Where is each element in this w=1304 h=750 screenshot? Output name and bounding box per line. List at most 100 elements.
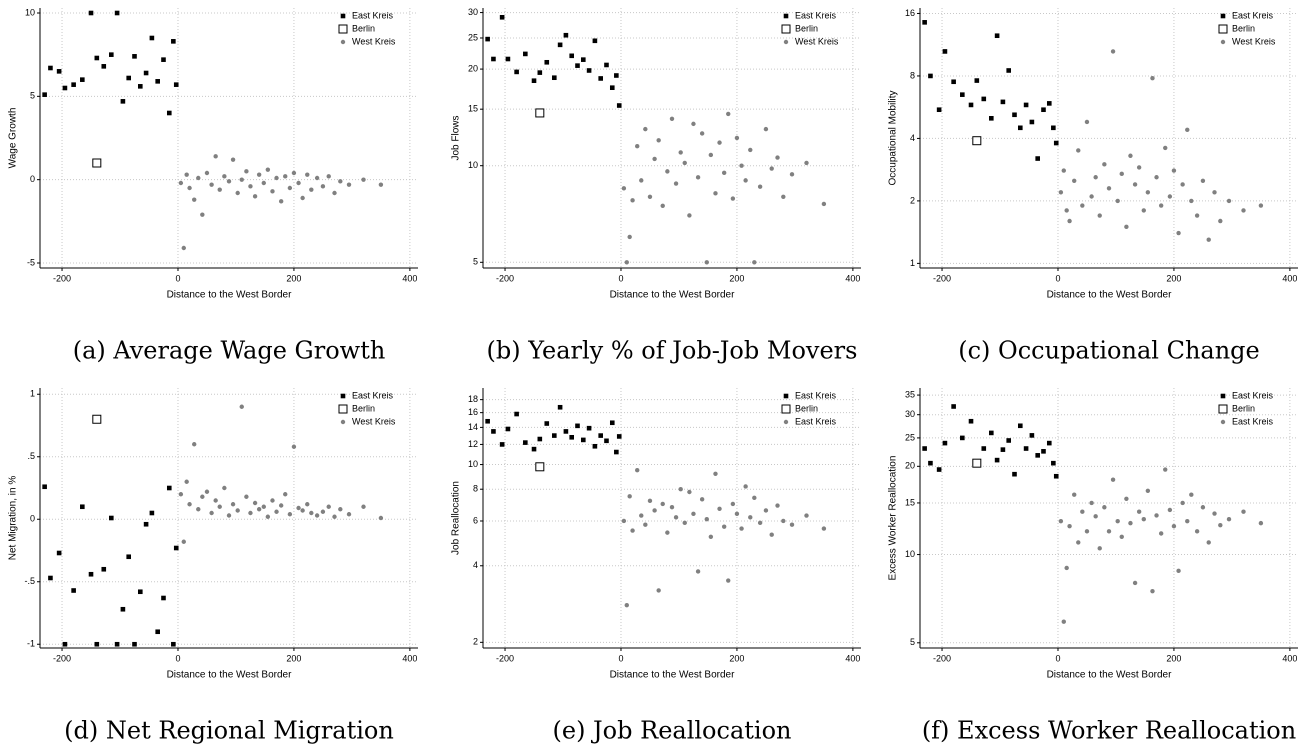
- x-tick-label: 400: [402, 653, 417, 663]
- point: [1124, 224, 1129, 230]
- point: [789, 172, 795, 177]
- point: [972, 136, 982, 146]
- point: [713, 471, 718, 476]
- point: [252, 500, 258, 506]
- point: [739, 163, 744, 168]
- point: [656, 588, 661, 593]
- point: [1064, 208, 1069, 213]
- point: [743, 484, 748, 489]
- point: [230, 157, 236, 162]
- point: [730, 196, 736, 201]
- point: [942, 49, 948, 54]
- y-tick-label: 1: [910, 258, 915, 268]
- point: [314, 175, 320, 181]
- point: [726, 111, 731, 117]
- point: [951, 79, 956, 85]
- point: [763, 126, 769, 132]
- point: [936, 107, 942, 113]
- point: [821, 526, 827, 531]
- point: [989, 430, 994, 436]
- point: [222, 174, 227, 179]
- point: [62, 641, 68, 647]
- x-tick-label: 0: [1055, 653, 1060, 663]
- point: [235, 190, 240, 196]
- point: [1212, 190, 1217, 195]
- x-tick-label: 400: [1282, 273, 1297, 283]
- point: [1115, 518, 1120, 524]
- y-tick-label: 0: [30, 514, 35, 524]
- point: [726, 578, 731, 583]
- point: [652, 156, 657, 162]
- point: [531, 446, 537, 452]
- point: [1110, 49, 1116, 54]
- point: [239, 404, 244, 409]
- point: [1053, 473, 1059, 479]
- point: [71, 82, 76, 87]
- point: [763, 508, 769, 513]
- point: [1093, 175, 1098, 180]
- point: [1017, 125, 1023, 131]
- point: [1072, 492, 1077, 497]
- y-tick-label: 20: [468, 63, 478, 73]
- point: [537, 70, 543, 75]
- point: [757, 184, 763, 189]
- point: [557, 42, 563, 48]
- point: [687, 213, 692, 218]
- caption: (a) Average Wage Growth: [73, 337, 386, 365]
- point: [1136, 509, 1142, 514]
- x-axis-label: Distance to the West Border: [610, 670, 736, 681]
- point: [586, 425, 592, 431]
- point: [704, 516, 709, 522]
- point: [1053, 140, 1059, 146]
- point: [621, 186, 627, 191]
- point: [708, 152, 714, 158]
- caption: (b) Yearly % of Job-Job Movers: [487, 337, 858, 365]
- point: [804, 160, 809, 166]
- y-tick-label: 25: [905, 432, 915, 442]
- point: [1163, 145, 1168, 151]
- point: [994, 33, 1000, 39]
- x-tick-label: 200: [286, 273, 301, 283]
- point: [989, 116, 994, 121]
- point: [1080, 509, 1085, 514]
- x-tick-label: 400: [1282, 653, 1297, 663]
- point: [126, 75, 132, 81]
- point: [604, 62, 609, 68]
- y-tick-label: 4: [473, 560, 478, 570]
- point: [928, 73, 933, 79]
- point: [1180, 182, 1185, 187]
- point: [320, 184, 326, 189]
- point: [155, 629, 160, 635]
- point: [1145, 488, 1151, 494]
- point: [1141, 208, 1146, 213]
- point: [226, 179, 232, 184]
- point: [569, 53, 575, 59]
- point: [71, 588, 76, 593]
- point: [1067, 523, 1072, 529]
- point: [717, 140, 722, 145]
- point: [1200, 178, 1206, 183]
- x-tick-label: 200: [729, 273, 744, 283]
- point: [184, 479, 189, 484]
- point: [569, 434, 575, 440]
- point: [614, 73, 619, 78]
- point: [1150, 76, 1155, 81]
- point: [1194, 213, 1200, 218]
- y-tick-label: 30: [905, 409, 915, 419]
- legend-label: East Kreis: [795, 390, 837, 400]
- x-tick-label: 200: [729, 653, 744, 663]
- point: [1029, 119, 1035, 125]
- point: [114, 10, 120, 16]
- point: [137, 84, 143, 89]
- point: [256, 172, 262, 177]
- point: [1076, 148, 1081, 153]
- caption: (e) Job Reallocation: [553, 717, 792, 745]
- point: [514, 69, 519, 75]
- legend-label: West Kreis: [352, 36, 396, 46]
- point: [821, 201, 827, 207]
- point: [132, 641, 137, 647]
- point: [1119, 171, 1124, 177]
- point: [196, 175, 201, 181]
- point: [665, 169, 670, 174]
